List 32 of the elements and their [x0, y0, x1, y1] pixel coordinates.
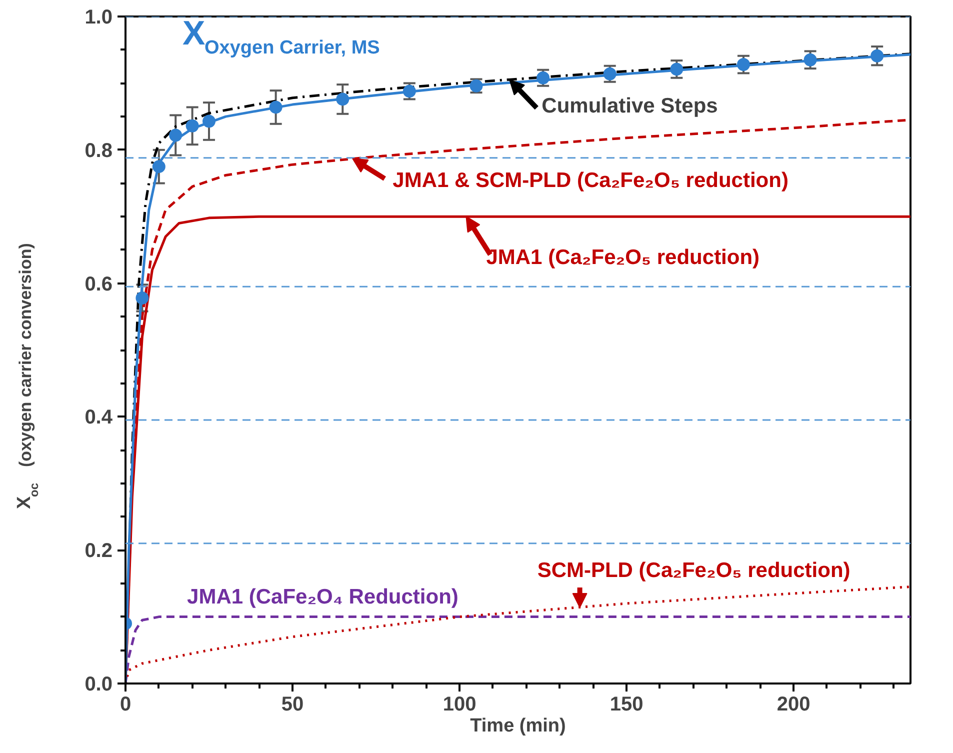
text: Xoc (oxygen carrier conversion) [14, 243, 41, 509]
point [186, 119, 199, 132]
x-tick-label: 0 [120, 694, 132, 716]
point [870, 49, 884, 62]
y-tick-label: 0.6 [84, 273, 113, 296]
annotation: Cumulative Steps [542, 94, 718, 118]
point [202, 114, 216, 128]
point [152, 160, 166, 174]
x-tick-label: 150 [610, 694, 644, 716]
annotation: SCM-PLD (Ca₂Fe₂O₅ reduction) [537, 558, 850, 582]
point [402, 84, 416, 98]
point [536, 71, 550, 84]
x-tick-label: 50 [281, 694, 304, 716]
point [736, 58, 750, 72]
y-tick-label: 0.0 [84, 674, 113, 696]
point [603, 67, 616, 80]
point [169, 128, 182, 142]
x-axis-title: Time (min) [470, 716, 566, 736]
annotation: JMA1 (CaFe₂O₄ Reduction) [187, 585, 458, 608]
annotation: JMA1 (Ca₂Fe₂O₅ reduction) [486, 246, 760, 270]
annotation: JMA1 & SCM-PLD (Ca₂Fe₂O₅ reduction) [392, 169, 788, 192]
y-tick-label: 1.0 [84, 6, 113, 28]
y-tick-label: 0.8 [84, 140, 113, 162]
x-tick-label: 200 [776, 694, 810, 716]
point [804, 53, 817, 66]
x-tick-label: 100 [442, 694, 476, 716]
point [670, 62, 684, 76]
y-tick-label: 0.2 [84, 540, 113, 562]
y-tick-label: 0.4 [84, 406, 114, 429]
point [269, 100, 282, 114]
point [336, 92, 350, 106]
point [136, 291, 149, 304]
